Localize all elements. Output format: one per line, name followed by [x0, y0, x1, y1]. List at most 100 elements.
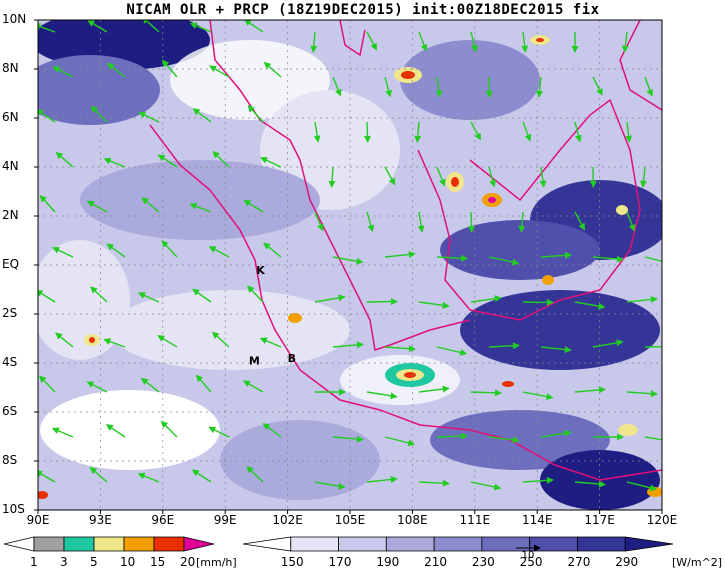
wind-vector: [103, 157, 126, 168]
wind-vector: [521, 31, 529, 53]
reference-vector: 10: [516, 544, 541, 561]
colorbar-swatch: [123, 536, 155, 552]
wind-vector: [106, 243, 126, 258]
wind-vector: [90, 286, 108, 303]
colorbar-swatch: [33, 536, 65, 552]
lat-label: 8N: [2, 61, 19, 75]
wind-vector: [161, 59, 178, 78]
wind-vector: [574, 121, 582, 143]
wind-vector: [138, 111, 160, 123]
colorbar-swatch: [529, 536, 578, 552]
station-markers: K M B: [249, 264, 296, 368]
wind-vector: [39, 194, 56, 213]
wind-vector: [189, 202, 212, 213]
wind-vector: [436, 432, 468, 440]
lon-label: 117E: [584, 513, 615, 527]
wind-vector: [52, 66, 74, 78]
wind-vector: [332, 76, 342, 97]
reference-vector-label: 10: [522, 550, 535, 561]
wind-vector: [332, 435, 364, 443]
wind-vector: [192, 108, 212, 123]
wind-vector: [212, 151, 230, 168]
wind-vector: [141, 197, 160, 213]
wind-vector: [470, 389, 502, 397]
wind-vector: [436, 166, 446, 187]
wind-vector: [384, 251, 416, 258]
wind-vector: [161, 240, 178, 258]
wind-vector: [522, 391, 554, 401]
wind-vector: [209, 65, 230, 78]
wind-vector: [488, 166, 497, 188]
plot-area: [38, 20, 662, 510]
wind-vector: [141, 20, 160, 33]
lat-label: 10N: [2, 12, 27, 26]
wind-vector: [243, 199, 264, 213]
colorbar-swatch: [433, 536, 483, 552]
wind-vector: [332, 341, 364, 349]
olr-tick-label: 150: [280, 555, 304, 569]
wind-vector: [51, 427, 74, 438]
wind-vector: [247, 104, 264, 123]
wind-vector: [621, 31, 629, 53]
lon-label: 99E: [213, 513, 237, 527]
wind-vector: [418, 385, 450, 393]
wind-vector: [38, 109, 56, 123]
lon-label: 90E: [26, 513, 50, 527]
olr-unit: [W/m^2]: [672, 556, 723, 569]
lat-label: 4S: [2, 355, 18, 369]
wind-vector: [243, 380, 264, 393]
wind-vector: [539, 166, 547, 188]
axis-ticks: [34, 19, 663, 514]
colorbar-swatch: [153, 536, 185, 552]
colorbar-swatch: [290, 536, 339, 552]
wind-vector: [540, 251, 572, 259]
wind-vector: [488, 256, 520, 266]
wind-vector: [366, 298, 398, 306]
wind-vector: [470, 31, 478, 53]
lat-label: 10S: [2, 502, 25, 516]
wind-vector: [189, 22, 212, 33]
wind-vector: [211, 331, 230, 348]
colorbar-swatch: [3, 536, 35, 552]
wind-vector: [592, 339, 624, 348]
lon-label: 93E: [88, 513, 112, 527]
colorbar-swatch: [385, 536, 435, 552]
wind-vector: [644, 436, 662, 441]
wind-vector: [263, 242, 282, 258]
coastlines: [149, 20, 662, 481]
wind-vector: [384, 345, 416, 353]
lon-label: 108E: [397, 513, 428, 527]
wind-vector: [263, 61, 282, 78]
precip-tick-label: 10: [120, 555, 136, 569]
wind-vector: [640, 166, 648, 188]
wind-vector: [625, 121, 633, 143]
wind-vector: [313, 121, 321, 143]
wind-vector: [488, 436, 520, 444]
wind-vector: [522, 121, 532, 142]
wind-vector: [366, 211, 375, 233]
wind-vector: [262, 423, 282, 438]
wind-vector: [366, 391, 398, 400]
olr-tick-label: 210: [424, 555, 448, 569]
station-label-K: K: [256, 264, 265, 277]
precip-tick-label: 1: [30, 555, 38, 569]
wind-vector: [418, 479, 450, 487]
wind-vector: [314, 481, 346, 490]
wind-vector: [332, 256, 364, 265]
wind-vector: [192, 288, 212, 303]
olr-tick-label: 290: [615, 555, 639, 569]
wind-vector: [417, 211, 425, 233]
lat-label: 6N: [2, 110, 19, 124]
wind-vector: [536, 76, 544, 98]
lat-label: 2S: [2, 306, 18, 320]
station-label-M: M: [249, 355, 260, 368]
wind-vector: [626, 296, 658, 303]
wind-vector: [38, 470, 56, 483]
wind-vector: [435, 76, 443, 98]
wind-vector: [106, 62, 126, 78]
wind-vector: [314, 211, 324, 232]
station-label-B: B: [288, 352, 296, 365]
wind-vector: [195, 374, 212, 393]
wind-vector: [574, 480, 606, 488]
